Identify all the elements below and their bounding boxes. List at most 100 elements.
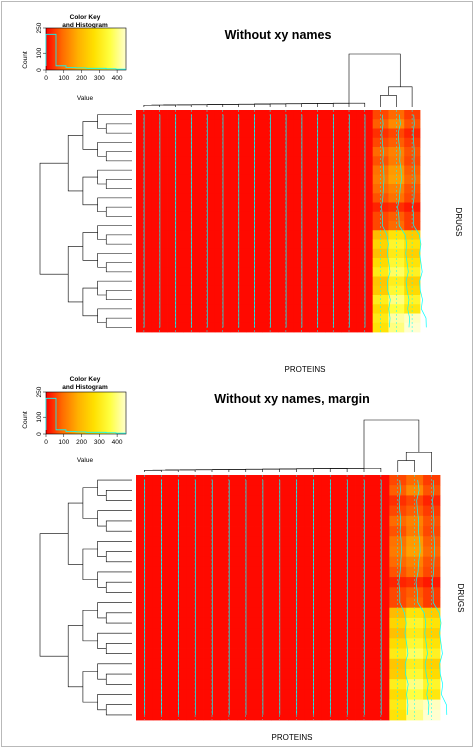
- color-key-title-line1: Color Key: [70, 376, 101, 383]
- row-dendrogram-branch: [82, 671, 98, 703]
- row-dendrogram-branch: [82, 176, 98, 206]
- heatmap-panel-1: Without xy names PROTEINS DRUGS Color Ke…: [22, 14, 463, 374]
- color-key: Color Key and Histogram Count Value: [22, 376, 108, 464]
- color-key-ytick-label: 100: [36, 47, 43, 58]
- color-key-ytick-label: 0: [36, 68, 43, 72]
- row-dendrogram-branch: [105, 704, 132, 716]
- heatmap-cell: [389, 536, 407, 547]
- row-dendrogram-branch: [82, 232, 98, 261]
- heatmap-cell: [404, 211, 421, 222]
- row-dendrogram-branch: [97, 694, 132, 711]
- row-dendrogram-branch: [97, 225, 132, 240]
- heatmap-cell: [404, 156, 421, 166]
- panel-title: Without xy names, margin: [214, 392, 369, 406]
- color-key-xtick-label: 200: [76, 75, 87, 82]
- heatmap-cell: [372, 184, 389, 194]
- color-key-xtick-label: 200: [76, 439, 87, 446]
- heatmap-cell: [404, 276, 421, 287]
- heatmap-cell: [372, 304, 389, 314]
- heatmap-cell: [372, 239, 389, 250]
- heatmap-cell: [389, 668, 407, 680]
- heatmap-cell: [406, 556, 424, 568]
- heatmap-cell: [372, 267, 389, 277]
- heatmap-cell: [423, 515, 441, 527]
- column-dendrogram-branch: [388, 86, 413, 107]
- heatmap-cell: [423, 597, 441, 609]
- column-dendrogram-branch: [397, 460, 415, 472]
- heatmap-cell: [388, 239, 405, 250]
- heatmap-cell: [406, 515, 424, 527]
- row-dendrogram-branch: [82, 121, 98, 150]
- color-key-title-line1: Color Key: [70, 14, 101, 21]
- row-dendrogram-branch: [105, 520, 132, 532]
- row-dendrogram-branch: [105, 123, 132, 134]
- row-dendrogram-branch: [82, 487, 98, 519]
- color-key-ytick-label: 100: [36, 411, 43, 422]
- heatmap-cell: [423, 485, 441, 496]
- row-dendrogram-branch: [97, 197, 132, 213]
- heatmap-cell: [406, 505, 424, 517]
- row-dendrogram-branch: [97, 632, 132, 649]
- heatmap-cell: [423, 577, 441, 588]
- color-key-bar: [45, 27, 127, 71]
- heatmap-cell: [388, 119, 405, 129]
- heatmap-cell: [389, 505, 407, 517]
- row-dendrogram-branch: [105, 234, 132, 245]
- color-key-title-line2: and Histogram: [62, 22, 108, 29]
- row-dendrogram-branch: [97, 142, 132, 157]
- heatmap-cell: [372, 156, 389, 166]
- color-key-xlabel: Value: [77, 457, 94, 464]
- heatmap-cell: [388, 267, 405, 277]
- row-dendrogram-branch: [105, 551, 132, 563]
- heatmap-cell: [389, 648, 407, 660]
- heatmap-cell: [404, 304, 421, 314]
- color-key-xtick-label: 400: [112, 439, 123, 446]
- column-dendrogram-branch: [380, 95, 397, 107]
- heatmap-cell: [406, 628, 424, 639]
- heatmap-cell: [389, 628, 407, 639]
- row-dendrogram-branch: [105, 490, 132, 501]
- heatmap-cell: [388, 276, 405, 287]
- row-dendrogram-branch: [39, 533, 69, 657]
- column-trace: [431, 480, 448, 715]
- row-dendrogram-branch: [97, 253, 132, 268]
- heatmap-panel-2: Without xy names, margin PROTEINS DRUGS …: [22, 376, 465, 742]
- row-dendrogram-branch: [105, 151, 132, 162]
- heatmap-cell: [423, 607, 441, 619]
- row-dendrogram-branch: [97, 280, 132, 296]
- row-dendrogram-branch: [105, 262, 132, 273]
- color-key-ylabel: Count: [22, 411, 29, 429]
- y-axis-label: DRUGS: [456, 584, 465, 613]
- color-key-xtick-label: 100: [58, 75, 69, 82]
- heatmap-cell: [372, 276, 389, 287]
- column-trace: [415, 480, 430, 715]
- color-key: Color Key and Histogram Count Value: [22, 14, 108, 102]
- heatmap-cell: [389, 556, 407, 568]
- color-key-ytick-label: 250: [36, 22, 43, 33]
- heatmap-cell: [406, 689, 424, 700]
- heatmap-cell: [423, 668, 441, 680]
- row-dendrogram-branch: [105, 581, 132, 593]
- color-key-xtick-label: 400: [112, 75, 123, 82]
- row-dendrogram-branch: [105, 612, 132, 624]
- column-dendrogram-branch: [152, 469, 179, 472]
- heatmap-cell: [423, 536, 441, 547]
- color-key-histogram: [45, 33, 126, 70]
- row-dendrogram-branch: [39, 162, 69, 275]
- row-dendrogram-branch: [105, 317, 132, 328]
- heatmap-cell: [388, 156, 405, 166]
- heatmap-cell: [372, 221, 389, 231]
- heatmap-cell: [406, 648, 424, 660]
- color-key-xtick-label: 100: [58, 439, 69, 446]
- row-dendrogram-branch: [105, 179, 132, 189]
- heatmap-cell: [388, 221, 405, 231]
- heatmap-cell: [388, 304, 405, 314]
- heatmap-cell: [388, 248, 405, 259]
- heatmap-cell: [406, 577, 424, 588]
- column-trace: [397, 114, 410, 328]
- heatmap-cell: [388, 128, 405, 139]
- heatmap-cell: [389, 485, 407, 496]
- heatmap-cell: [423, 556, 441, 568]
- column-trace: [381, 114, 391, 328]
